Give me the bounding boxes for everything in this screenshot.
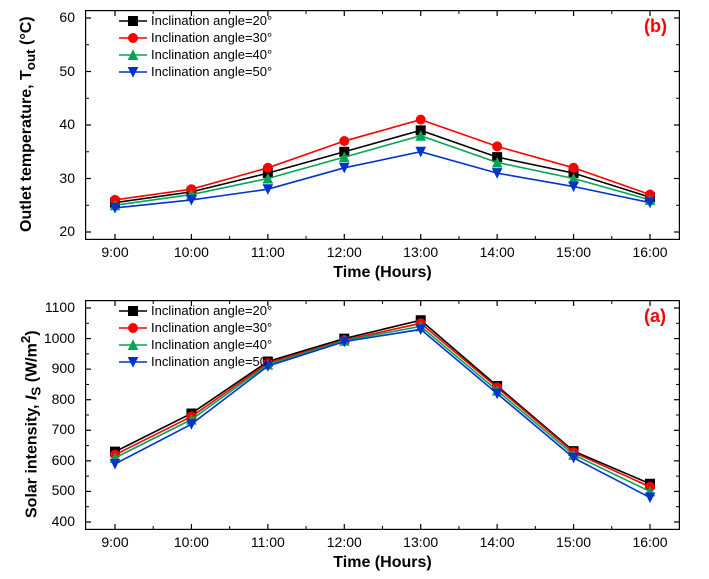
legend-item: Inclination angle=20° — [119, 302, 272, 319]
xtick-label: 16:00 — [632, 244, 667, 260]
legend-item: Inclination angle=30° — [119, 29, 272, 46]
xtick-label: 15:00 — [556, 244, 591, 260]
panel-a-xlabel: Time (Hours) — [333, 554, 431, 572]
series-marker — [493, 142, 502, 151]
legend-swatch — [119, 31, 147, 45]
panel-a-ylabel: Solar intensity, IS (W/m2) — [18, 330, 44, 518]
legend-item: Inclination angle=40° — [119, 46, 272, 63]
ytick-label: 700 — [52, 421, 75, 437]
ytick-label: 1000 — [44, 330, 75, 346]
series-marker — [263, 163, 272, 172]
panel-b-legend: Inclination angle=20° Inclination angle=3… — [119, 12, 272, 80]
ytick-label: 900 — [52, 360, 75, 376]
legend-swatch — [119, 355, 147, 369]
xtick-label: 16:00 — [632, 534, 667, 550]
ytick-label: 800 — [52, 391, 75, 407]
ytick-label: 1100 — [45, 299, 75, 315]
xtick-label: 14:00 — [480, 244, 515, 260]
ytick-label: 500 — [52, 482, 75, 498]
legend-label: Inclination angle=20° — [151, 13, 272, 28]
legend-label: Inclination angle=50° — [151, 64, 272, 79]
xtick-label: 11:00 — [251, 534, 285, 550]
ytick-label: 400 — [52, 513, 75, 529]
legend-label: Inclination angle=30° — [151, 320, 272, 335]
series-marker — [569, 163, 578, 172]
xtick-label: 12:00 — [327, 534, 362, 550]
legend-swatch — [119, 321, 147, 335]
panel-b-ylabel: Outlet temperature, Tout (°C) — [18, 16, 38, 232]
series-marker — [646, 493, 655, 502]
legend-item: Inclination angle=50° — [119, 63, 272, 80]
series-line — [115, 152, 650, 208]
ytick-label: 60 — [59, 9, 75, 25]
xtick-label: 9:00 — [101, 244, 128, 260]
panel-b-tag: (b) — [644, 16, 667, 37]
legend-label: Inclination angle=50° — [151, 354, 272, 369]
legend-swatch — [119, 304, 147, 318]
xtick-label: 13:00 — [403, 534, 438, 550]
legend-item: Inclination angle=30° — [119, 319, 272, 336]
ytick-label: 50 — [59, 63, 75, 79]
legend-swatch — [119, 48, 147, 62]
legend-label: Inclination angle=30° — [151, 30, 272, 45]
ytick-label: 30 — [59, 170, 75, 186]
xtick-label: 11:00 — [251, 244, 285, 260]
ytick-label: 600 — [52, 452, 75, 468]
legend-swatch — [119, 338, 147, 352]
xtick-label: 10:00 — [174, 534, 209, 550]
series-marker — [111, 459, 120, 468]
xtick-label: 15:00 — [556, 534, 591, 550]
panel-a-tag: (a) — [644, 306, 666, 327]
legend-item: Inclination angle=40° — [119, 336, 272, 353]
legend-label: Inclination angle=20° — [151, 303, 272, 318]
series-marker — [340, 137, 349, 146]
legend-label: Inclination angle=40° — [151, 337, 272, 352]
figure: Outlet temperature, Tout (°C) Time (Hour… — [0, 0, 709, 579]
series-marker — [416, 115, 425, 124]
legend-item: Inclination angle=50° — [119, 353, 272, 370]
panel-a-legend: Inclination angle=20° Inclination angle=3… — [119, 302, 272, 370]
xtick-label: 14:00 — [480, 534, 515, 550]
legend-item: Inclination angle=20° — [119, 12, 272, 29]
panel-b-xlabel: Time (Hours) — [333, 264, 431, 282]
xtick-label: 12:00 — [327, 244, 362, 260]
legend-label: Inclination angle=40° — [151, 47, 272, 62]
xtick-label: 10:00 — [174, 244, 209, 260]
xtick-label: 13:00 — [403, 244, 438, 260]
legend-swatch — [119, 14, 147, 28]
ytick-label: 20 — [59, 223, 75, 239]
xtick-label: 9:00 — [101, 534, 128, 550]
ytick-label: 40 — [59, 116, 75, 132]
legend-swatch — [119, 65, 147, 79]
